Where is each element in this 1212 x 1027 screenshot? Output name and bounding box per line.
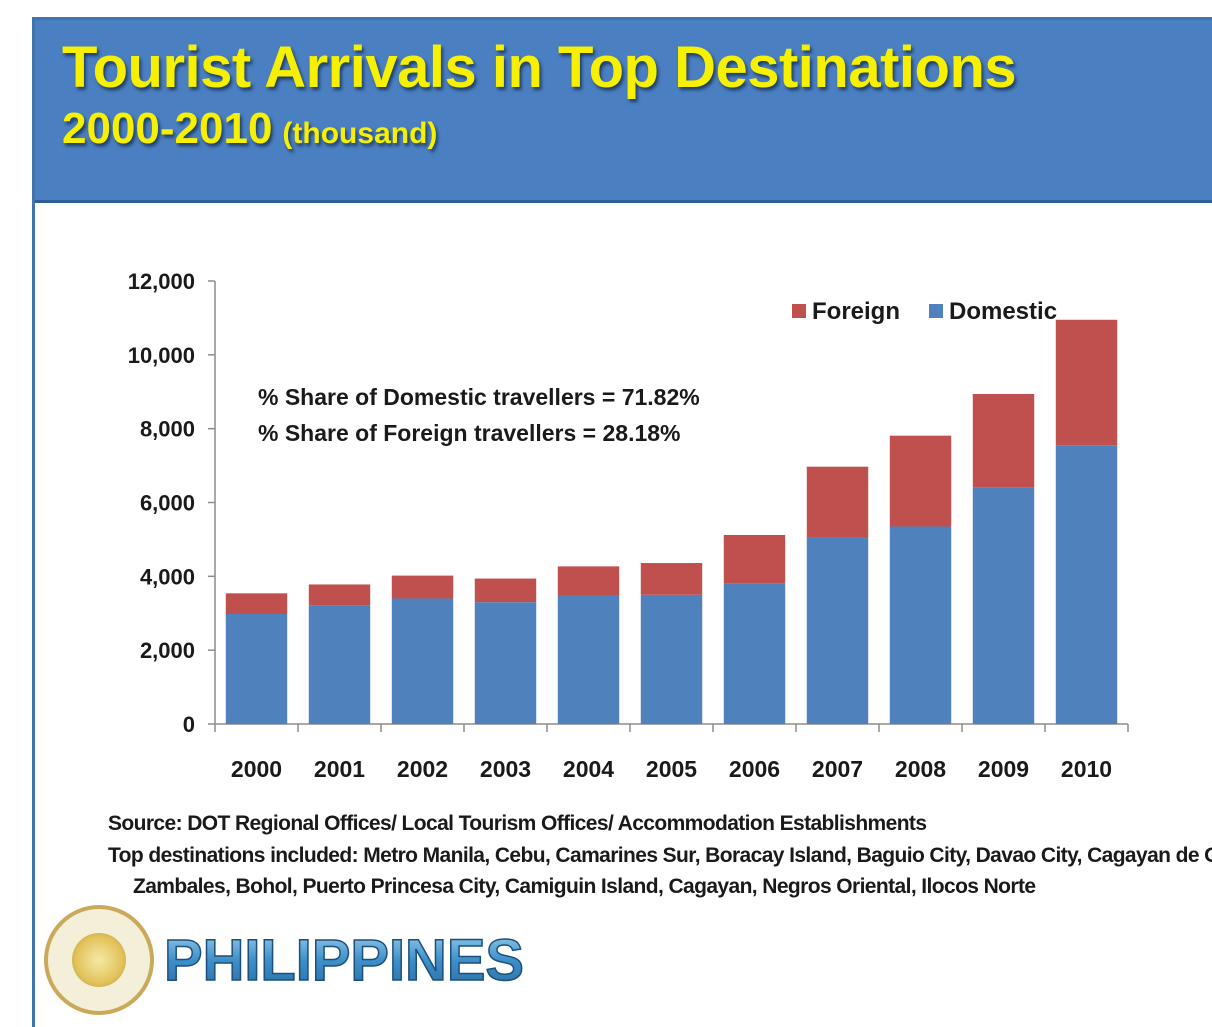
y-tick-label: 6,000 <box>140 491 195 516</box>
bar-foreign-2005 <box>640 563 703 595</box>
subtitle-years: 2000-2010 <box>62 104 273 153</box>
x-tick-label: 2004 <box>563 756 614 782</box>
bar-domestic-2000 <box>225 613 288 724</box>
x-tick-label: 2003 <box>480 756 531 782</box>
bar-foreign-2006 <box>723 534 786 584</box>
x-tick-label: 2000 <box>231 756 282 782</box>
y-tick-label: 4,000 <box>140 564 195 589</box>
chart-subtitle: 2000-2010 (thousand) <box>62 104 437 154</box>
x-tick-label: 2006 <box>729 756 780 782</box>
bar-domestic-2001 <box>308 605 371 724</box>
bar-domestic-2008 <box>889 526 952 724</box>
bar-domestic-2007 <box>806 537 869 724</box>
bar-domestic-2005 <box>640 594 703 724</box>
x-tick-label: 2009 <box>978 756 1029 782</box>
title-banner <box>35 20 1212 203</box>
bar-foreign-2001 <box>308 584 371 606</box>
bar-foreign-2010 <box>1055 319 1118 446</box>
bar-foreign-2004 <box>557 566 620 596</box>
philippines-wordmark-logo: PHILIPPINES <box>163 927 525 994</box>
legend-label-domestic: Domestic <box>949 298 1057 325</box>
y-tick-label: 8,000 <box>140 417 195 442</box>
bar-domestic-2010 <box>1055 445 1118 724</box>
x-tick-label: 2002 <box>397 756 448 782</box>
legend-label-foreign: Foreign <box>812 298 900 325</box>
x-tick-label: 2008 <box>895 756 946 782</box>
chart-title: Tourist Arrivals in Top Destinations <box>62 35 1017 100</box>
y-tick-label: 12,000 <box>128 269 195 294</box>
bar-domestic-2009 <box>972 487 1035 724</box>
tourist-arrivals-chart: 0 2,000 4,000 6,000 8,000 10,000 12,000 2000 200… <box>128 269 1129 782</box>
dot-seal-logo <box>44 905 154 1015</box>
bar-foreign-2009 <box>972 393 1035 488</box>
bar-foreign-2008 <box>889 435 952 527</box>
share-annotation: % Share of Foreign travellers = 28.18% <box>258 420 681 446</box>
destinations-note: Top destinations included: Metro Manila,… <box>108 844 1212 867</box>
slide-border <box>32 17 1212 1027</box>
y-tick-label: 0 <box>183 712 195 737</box>
legend-swatch-foreign <box>792 304 806 318</box>
bar-foreign-2007 <box>806 466 869 538</box>
bar-foreign-2000 <box>225 593 288 614</box>
bar-domestic-2003 <box>474 602 537 724</box>
x-tick-label: 2005 <box>646 756 697 782</box>
bar-domestic-2002 <box>391 598 454 724</box>
share-annotation: % Share of Domestic travellers = 71.82% <box>258 384 700 410</box>
destinations-note-continued: Zambales, Bohol, Puerto Princesa City, C… <box>133 875 1036 898</box>
source-note: Source: DOT Regional Offices/ Local Tour… <box>108 812 927 835</box>
x-tick-label: 2007 <box>812 756 863 782</box>
y-tick-label: 2,000 <box>140 638 195 663</box>
legend-swatch-domestic <box>929 304 943 318</box>
y-tick-label: 10,000 <box>128 343 195 368</box>
x-tick-label: 2010 <box>1061 756 1112 782</box>
bar-domestic-2004 <box>557 595 620 724</box>
bar-domestic-2006 <box>723 583 786 724</box>
bar-foreign-2002 <box>391 575 454 599</box>
subtitle-unit: (thousand) <box>282 117 438 150</box>
x-tick-label: 2001 <box>314 756 365 782</box>
svg-text:PHILIPPINES: PHILIPPINES <box>164 928 524 993</box>
bar-foreign-2003 <box>474 578 537 603</box>
